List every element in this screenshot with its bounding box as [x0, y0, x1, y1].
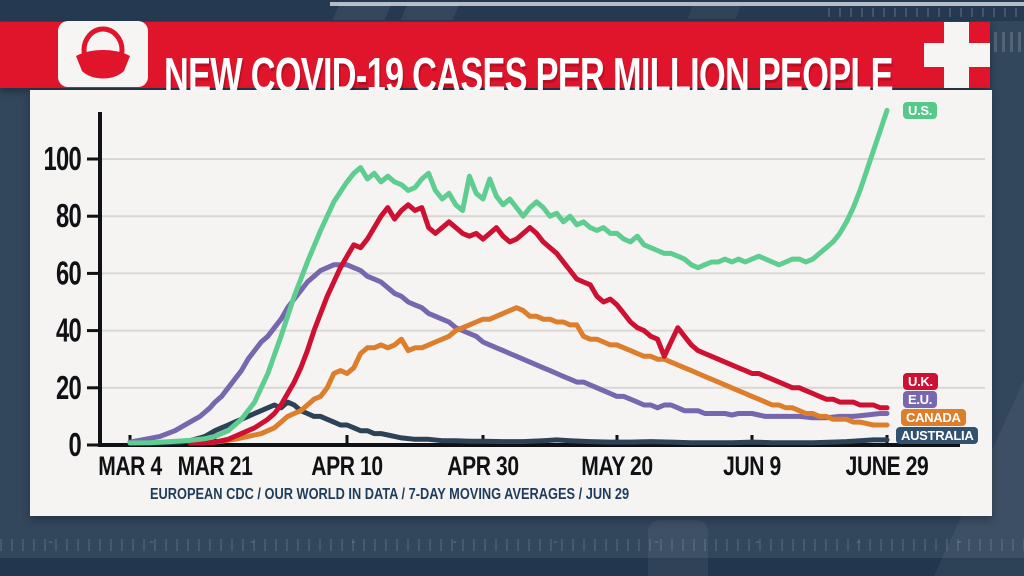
medical-cross-icon: [924, 43, 990, 67]
legend-uk-badge: U.K.: [903, 373, 938, 390]
legend-us-badge: U.S.: [903, 102, 938, 119]
top-highlight-line: [330, 2, 1024, 6]
background-pattern: [332, 4, 392, 20]
header-banner: NEW COVID-19 CASES PER MILLION PEOPLE: [0, 21, 990, 103]
background-pattern: [600, 6, 1024, 20]
face-mask-icon: [58, 21, 148, 87]
legend-australia-badge: AUSTRALIA: [896, 427, 979, 444]
background-pattern: [0, 539, 1024, 551]
background-pattern: [828, 8, 1018, 17]
chart-card: [30, 90, 992, 516]
source-caption: EUROPEAN CDC / OUR WORLD IN DATA / 7-DAY…: [150, 486, 630, 503]
background-pattern: [648, 520, 708, 576]
face-mask-icon-graphic: [76, 26, 130, 79]
legend-eu-badge: E.U.: [903, 391, 938, 408]
background-pattern: [994, 32, 1024, 52]
bottom-background-strip: [0, 558, 1024, 576]
legend-canada-badge: CANADA: [901, 409, 966, 426]
background-pattern: [400, 4, 460, 20]
background-pattern: [0, 522, 1024, 576]
